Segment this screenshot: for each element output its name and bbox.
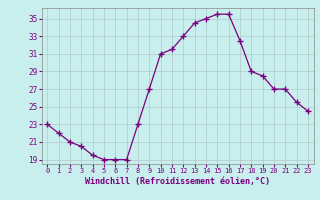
X-axis label: Windchill (Refroidissement éolien,°C): Windchill (Refroidissement éolien,°C) [85, 177, 270, 186]
